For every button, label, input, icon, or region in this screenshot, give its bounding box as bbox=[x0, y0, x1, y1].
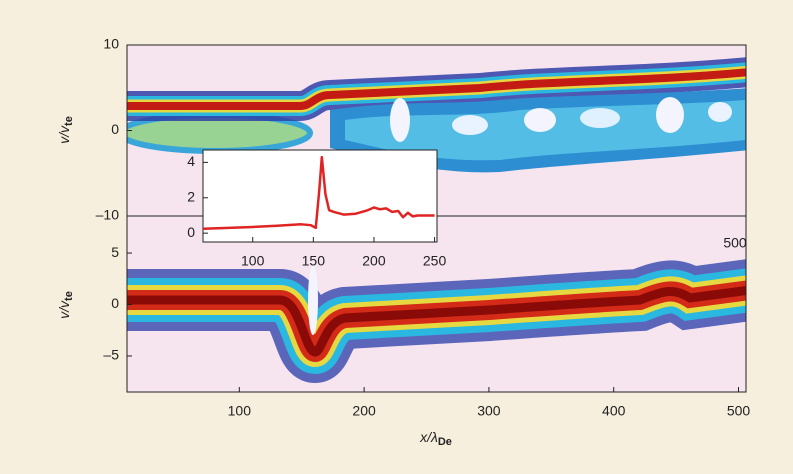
x-tick-label: 100 bbox=[241, 253, 265, 269]
y-tick-label: 2 bbox=[187, 188, 195, 204]
y-tick-label: 10 bbox=[103, 36, 119, 52]
y-tick-label: 0 bbox=[111, 121, 119, 137]
y-axis-label: v/vte bbox=[56, 291, 75, 319]
x-tick-label: 200 bbox=[352, 403, 376, 419]
plot-frame bbox=[126, 44, 747, 393]
y-tick-label: –5 bbox=[103, 347, 119, 363]
y-tick-label: 4 bbox=[187, 153, 195, 169]
x-tick-label: 100 bbox=[228, 403, 252, 419]
data-line bbox=[202, 155, 435, 230]
phase-space-bottom bbox=[127, 259, 746, 384]
y-tick-label: 5 bbox=[111, 244, 119, 260]
x-tick-label: 250 bbox=[423, 253, 447, 269]
y-tick-label: 0 bbox=[187, 224, 195, 240]
x-tick-label: 200 bbox=[362, 253, 386, 269]
y-axis-label-main: v/v bbox=[56, 125, 72, 144]
y-axis-label: v/vte bbox=[56, 116, 75, 144]
x-axis-label-main: x/λ bbox=[419, 429, 438, 445]
phase-space-top bbox=[127, 57, 746, 173]
y-tick-label: 0 bbox=[111, 295, 119, 311]
annotation: 500 bbox=[723, 235, 747, 251]
x-tick-label: 500 bbox=[727, 403, 751, 419]
x-tick-label: 400 bbox=[602, 403, 626, 419]
x-tick-label: 300 bbox=[477, 403, 501, 419]
y-axis-label-sub: te bbox=[63, 291, 75, 301]
y-tick-label: –10 bbox=[96, 207, 120, 223]
x-tick-label: 150 bbox=[302, 253, 326, 269]
x-axis-label: x/λDe bbox=[419, 429, 452, 448]
y-axis-label-sub: te bbox=[63, 116, 75, 126]
x-axis-label-sub: De bbox=[438, 436, 452, 448]
y-axis-label-main: v/v bbox=[56, 300, 72, 319]
